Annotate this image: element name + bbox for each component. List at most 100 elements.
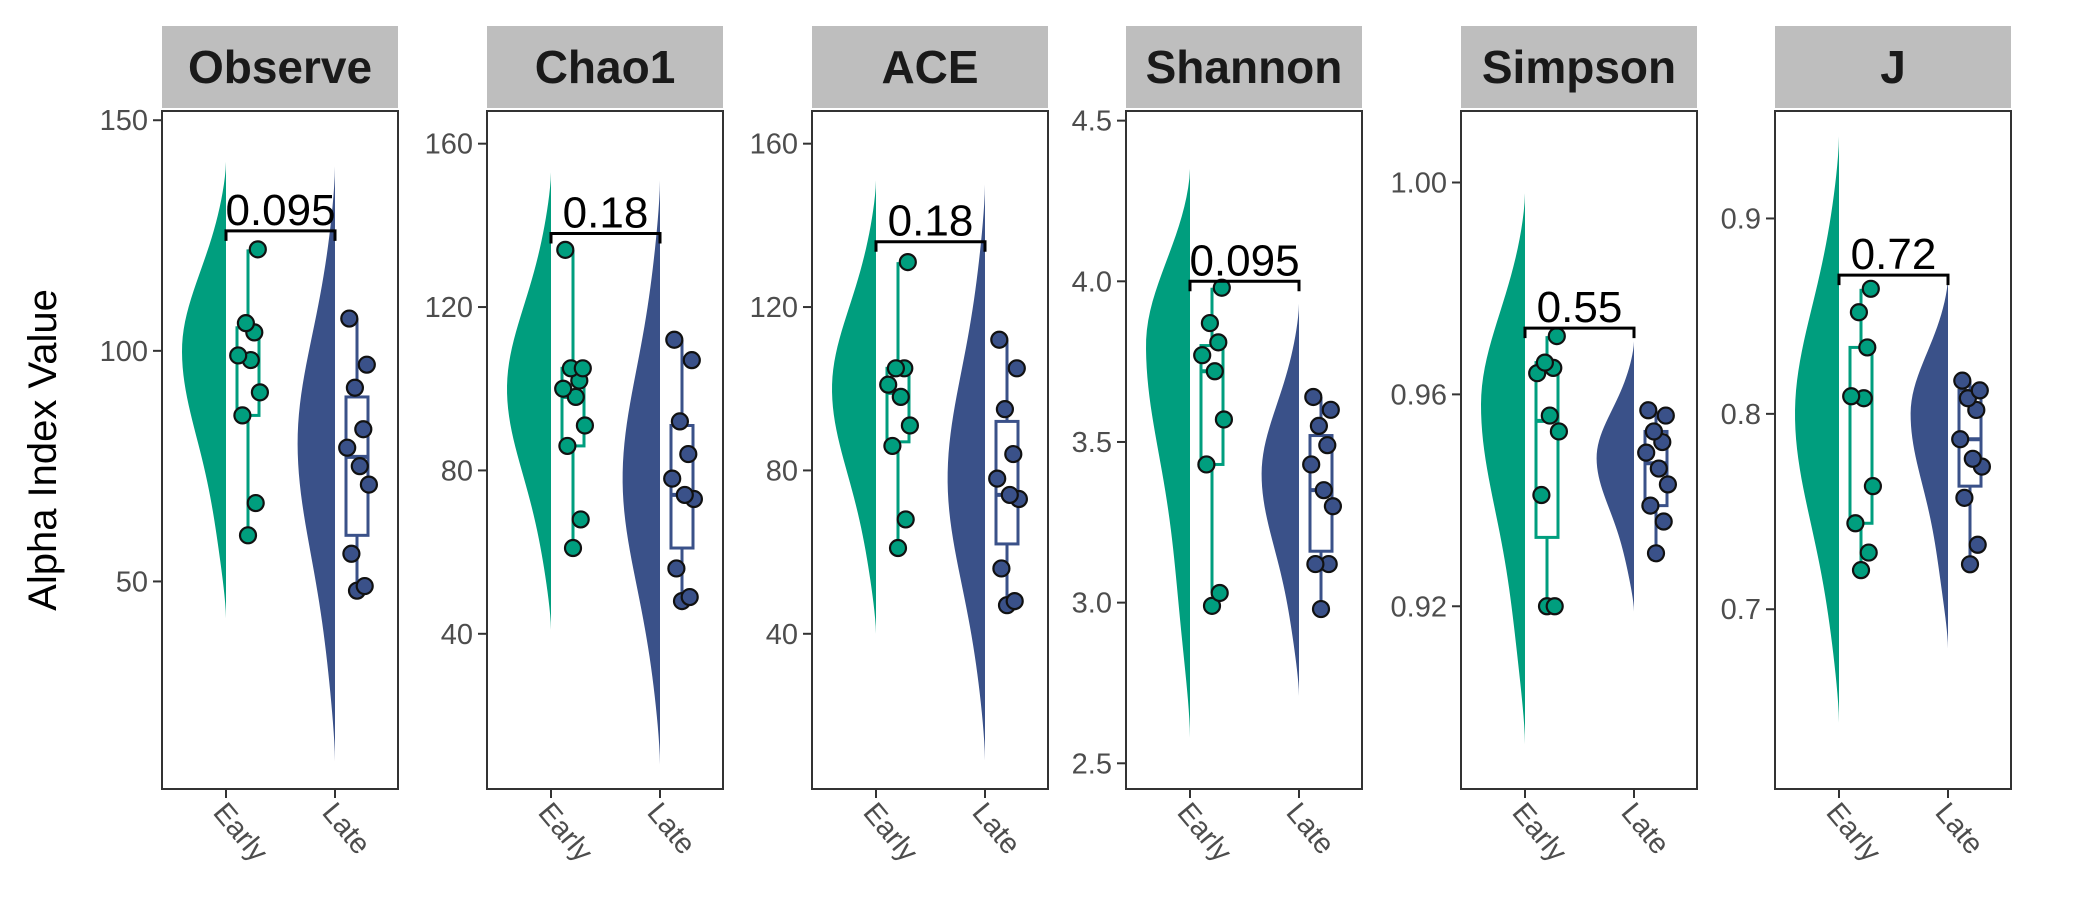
data-point <box>1306 554 1325 574</box>
data-point <box>1646 544 1666 563</box>
data-point <box>1963 449 1982 468</box>
data-point <box>345 378 364 397</box>
data-point <box>1637 443 1656 462</box>
data-point <box>357 355 376 374</box>
panel-simpson: Simpson 0.92 0.96 1.00 Early Late 0.55 <box>1391 26 1698 869</box>
data-point <box>1193 346 1212 365</box>
data-point <box>1314 481 1333 500</box>
data-point <box>1658 475 1678 494</box>
x-tick-label: Late <box>1615 797 1676 861</box>
data-point <box>1654 512 1673 531</box>
group-early <box>507 172 595 630</box>
x-tick-label: Late <box>641 797 702 861</box>
y-tick-label: 120 <box>425 292 473 324</box>
data-point <box>233 406 252 425</box>
y-tick-label: 80 <box>766 455 798 487</box>
x-tick-label: Late <box>1929 797 1990 861</box>
significance-bracket: 0.18 <box>549 189 662 244</box>
data-point <box>1202 596 1222 615</box>
data-point <box>888 538 908 558</box>
data-point <box>886 359 906 378</box>
data-point <box>1532 485 1551 505</box>
data-point <box>675 485 694 505</box>
x-tick-label: Early <box>1171 797 1238 869</box>
p-value-label: 0.72 <box>1851 230 1937 279</box>
data-point <box>1318 436 1337 455</box>
data-point <box>1960 555 1980 574</box>
data-point <box>1545 597 1564 616</box>
group-late <box>622 180 704 765</box>
y-tick-label: 40 <box>441 619 473 651</box>
y-tick-label: 50 <box>116 566 148 598</box>
data-point <box>670 412 690 431</box>
panel-ace: ACE 40 80 120 160 Early Late 0.18 <box>750 26 1049 868</box>
data-point <box>667 559 686 578</box>
group-early <box>1481 193 1569 744</box>
data-point <box>896 510 915 529</box>
data-point <box>1951 430 1970 449</box>
data-point <box>1205 362 1224 381</box>
data-point <box>1970 381 1989 400</box>
density-late <box>1596 341 1634 612</box>
group-early <box>1146 168 1234 738</box>
facet-strip <box>1126 26 1362 108</box>
significance-bracket: 0.095 <box>224 186 337 241</box>
significance-bracket: 0.55 <box>1523 283 1636 339</box>
panel-border <box>161 110 399 790</box>
data-point <box>1641 496 1660 515</box>
y-axis-title: Alpha Index Value <box>21 289 65 611</box>
data-point <box>229 346 248 365</box>
data-point <box>1005 592 1024 611</box>
data-point <box>350 457 369 476</box>
density-early <box>1146 168 1190 738</box>
facet-strip <box>812 26 1048 108</box>
data-point <box>354 420 373 439</box>
data-point <box>238 526 258 545</box>
data-point <box>573 359 592 378</box>
y-tick-label: 40 <box>766 619 798 651</box>
data-point <box>1849 303 1869 322</box>
data-point <box>1953 371 1972 390</box>
density-early <box>182 161 226 619</box>
data-point <box>1309 416 1329 435</box>
group-early <box>182 161 269 619</box>
bracket-line <box>549 232 662 244</box>
data-point <box>1861 279 1880 298</box>
data-point <box>1535 353 1555 372</box>
data-point <box>1209 333 1228 352</box>
data-point <box>338 438 357 457</box>
data-point <box>1304 387 1323 407</box>
data-point <box>898 253 917 272</box>
p-value-label: 0.095 <box>1189 236 1299 285</box>
data-point <box>990 330 1009 349</box>
facet-title: Chao1 <box>535 41 676 93</box>
data-point <box>1649 459 1668 478</box>
y-tick-label: 0.7 <box>1721 594 1761 626</box>
panel-j: J 0.7 0.8 0.9 Early Late 0.72 <box>1721 26 2012 868</box>
density-late <box>297 166 335 762</box>
facet-strip <box>162 26 398 108</box>
data-point <box>682 351 701 370</box>
data-point <box>680 587 699 607</box>
data-point <box>900 416 920 435</box>
data-point <box>1200 313 1220 333</box>
density-late <box>622 180 660 765</box>
data-point <box>1540 406 1559 425</box>
p-value-label: 0.18 <box>563 189 649 238</box>
y-tick-label: 3.5 <box>1072 427 1112 459</box>
panel-border <box>811 110 1049 790</box>
y-tick-label: 4.5 <box>1072 106 1112 138</box>
facet-title: ACE <box>881 41 978 93</box>
p-value-label: 0.095 <box>225 186 335 235</box>
x-tick-label: Early <box>1506 797 1573 869</box>
group-late <box>1596 341 1678 612</box>
data-point <box>1842 387 1861 406</box>
y-tick-label: 0.96 <box>1391 379 1447 411</box>
panel-border <box>1774 110 2012 790</box>
y-tick-label: 80 <box>441 455 473 487</box>
y-tick-label: 0.8 <box>1721 399 1761 431</box>
data-point <box>665 330 684 349</box>
data-point <box>1214 410 1234 429</box>
significance-bracket: 0.18 <box>874 197 987 252</box>
data-point <box>575 416 595 435</box>
